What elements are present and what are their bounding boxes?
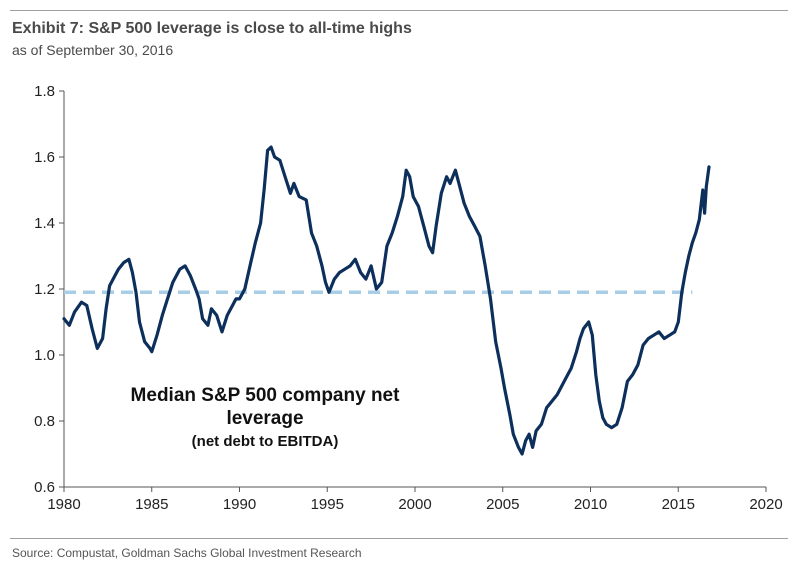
chart-axes: 0.6 0.8 1.0 1.2 1.4 1.6 1.8 1980 1985 1990 1995 200… — [34, 83, 783, 513]
x-tick-label: 1980 — [47, 496, 80, 513]
y-tick-label: 0.6 — [34, 479, 55, 496]
bottom-rule — [10, 538, 788, 539]
top-rule — [10, 10, 788, 11]
chart-subtitle: as of September 30, 2016 — [12, 42, 174, 58]
annotation-line-1: Median S&P 500 company net — [131, 385, 401, 406]
x-tick-label: 1995 — [311, 496, 344, 513]
annotation-group: Median S&P 500 company net leverage (net… — [131, 385, 401, 450]
x-tick-label: 1990 — [223, 496, 256, 513]
annotation-line-3: (net debt to EBITDA) — [192, 433, 339, 450]
source-note: Source: Compustat, Goldman Sachs Global … — [12, 546, 362, 560]
series-group — [62, 145, 711, 456]
x-tick-label: 2020 — [749, 496, 782, 513]
y-tick-label: 0.8 — [34, 413, 55, 430]
y-tick-label: 1.8 — [34, 83, 55, 100]
chart-title: Exhibit 7: S&P 500 leverage is close to … — [12, 20, 412, 37]
x-tick-label: 2005 — [486, 496, 519, 513]
series-line-net-leverage — [62, 145, 711, 456]
x-tick-label: 1985 — [135, 496, 168, 513]
annotation-line-2: leverage — [226, 408, 303, 429]
y-tick-label: 1.6 — [34, 149, 55, 166]
x-tick-label: 2015 — [662, 496, 695, 513]
y-tick-label: 1.0 — [34, 347, 55, 364]
x-tick-label: 2000 — [398, 496, 431, 513]
y-tick-label: 1.2 — [34, 281, 55, 298]
y-tick-label: 1.4 — [34, 215, 55, 232]
x-tick-label: 2010 — [574, 496, 607, 513]
